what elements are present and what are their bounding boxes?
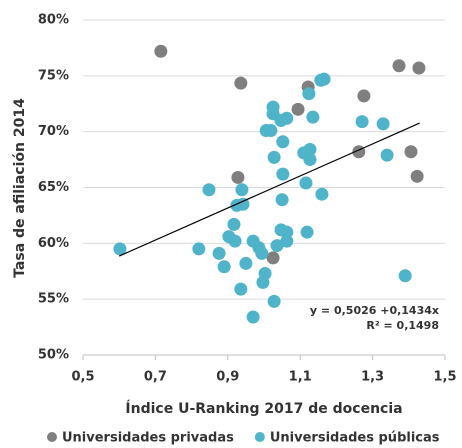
point (306, 110, 320, 124)
point (217, 260, 231, 274)
point (267, 150, 281, 164)
point (398, 269, 412, 283)
point (154, 44, 168, 58)
point (258, 266, 272, 280)
point (236, 197, 250, 211)
point (355, 115, 369, 129)
point (274, 114, 288, 127)
point (266, 251, 280, 265)
point (317, 72, 331, 86)
point (380, 148, 394, 162)
y-tick-label: 75% (38, 68, 69, 83)
point (231, 170, 245, 184)
point (410, 169, 424, 183)
point (255, 246, 269, 260)
point (392, 59, 406, 73)
point (267, 294, 281, 308)
legend-marker (254, 432, 265, 442)
trendline (118, 122, 420, 257)
point (192, 242, 206, 256)
point (291, 102, 305, 116)
legend-label: Universidades privadas (62, 431, 234, 446)
point (270, 239, 284, 253)
point (280, 225, 294, 239)
y-tick-label: 65% (38, 180, 69, 195)
x-tick-label: 0,9 (216, 370, 239, 385)
y-tick-label: 55% (38, 292, 69, 307)
point (212, 246, 226, 260)
point (266, 100, 280, 114)
point (275, 193, 289, 207)
point (303, 143, 317, 157)
legend-marker (47, 432, 57, 442)
point (239, 256, 253, 270)
point (357, 89, 371, 103)
x-tick-label: 1,1 (289, 370, 312, 385)
point (234, 282, 248, 296)
x-axis-title: Índice U-Ranking 2017 de docencia (125, 400, 402, 417)
point (234, 76, 248, 90)
point (299, 176, 313, 190)
point (412, 61, 426, 75)
y-tick-label: 60% (38, 236, 69, 251)
point (202, 183, 216, 197)
annotation: R² = 0,1498 (366, 319, 439, 332)
legend-label: Universidades públicas (270, 431, 440, 446)
x-tick-label: 1,3 (361, 370, 384, 385)
point (376, 117, 390, 131)
y-tick-label: 70% (38, 124, 69, 139)
point (228, 234, 242, 248)
point (276, 167, 290, 181)
point (113, 242, 127, 256)
point (264, 124, 278, 138)
annotation: y = 0,5026 +0,1434x (310, 304, 439, 317)
x-tick-label: 0,5 (71, 370, 94, 385)
y-tick-label: 80% (38, 13, 69, 28)
y-axis-title: Tasa de afiliación 2014 (12, 98, 28, 278)
x-tick-label: 0,7 (144, 370, 167, 385)
point (235, 183, 249, 197)
point (276, 135, 290, 149)
point (300, 225, 314, 239)
point (302, 87, 316, 101)
point (404, 145, 418, 159)
x-tick-label: 1,5 (433, 370, 456, 385)
y-tick-label: 50% (38, 348, 69, 363)
point (227, 217, 241, 231)
point (315, 187, 329, 201)
point (280, 234, 294, 248)
point (303, 153, 317, 167)
point (246, 310, 260, 324)
